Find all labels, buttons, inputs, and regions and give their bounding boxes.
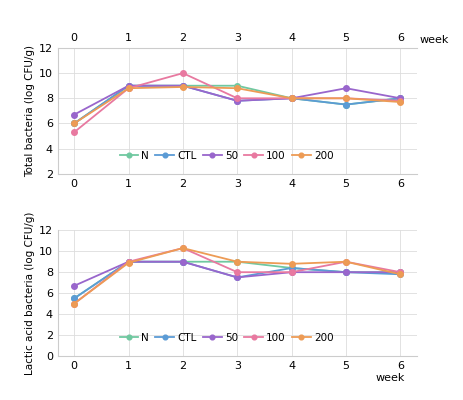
Line: CTL: CTL bbox=[71, 259, 403, 301]
N bbox=[343, 102, 349, 107]
200 bbox=[71, 121, 77, 126]
N bbox=[180, 259, 186, 264]
100 bbox=[71, 130, 77, 135]
Line: CTL: CTL bbox=[71, 83, 403, 126]
CTL bbox=[235, 275, 240, 280]
Line: 100: 100 bbox=[71, 245, 403, 306]
100 bbox=[398, 98, 403, 103]
CTL bbox=[289, 266, 294, 270]
100 bbox=[289, 96, 294, 101]
50 bbox=[398, 96, 403, 101]
N bbox=[180, 83, 186, 88]
200 bbox=[235, 86, 240, 91]
50 bbox=[343, 270, 349, 274]
CTL bbox=[126, 259, 131, 264]
Line: N: N bbox=[71, 83, 403, 126]
200 bbox=[398, 100, 403, 104]
200 bbox=[126, 86, 131, 91]
N bbox=[343, 270, 349, 274]
Y-axis label: Total bacteria (log CFU/g): Total bacteria (log CFU/g) bbox=[25, 45, 35, 177]
CTL bbox=[71, 121, 77, 126]
N bbox=[398, 96, 403, 101]
100 bbox=[289, 270, 294, 274]
200 bbox=[289, 262, 294, 266]
N bbox=[126, 259, 131, 264]
50 bbox=[289, 96, 294, 101]
CTL bbox=[343, 270, 349, 274]
CTL bbox=[71, 296, 77, 301]
N bbox=[71, 296, 77, 301]
100 bbox=[343, 259, 349, 264]
50 bbox=[289, 270, 294, 274]
Line: 200: 200 bbox=[71, 84, 403, 126]
100 bbox=[180, 71, 186, 76]
CTL bbox=[398, 96, 403, 101]
50 bbox=[180, 259, 186, 264]
Text: week: week bbox=[376, 373, 405, 383]
CTL bbox=[398, 272, 403, 277]
Line: 50: 50 bbox=[71, 83, 403, 118]
N bbox=[398, 270, 403, 274]
50 bbox=[398, 270, 403, 274]
CTL bbox=[235, 98, 240, 103]
CTL bbox=[289, 96, 294, 101]
CTL bbox=[126, 83, 131, 88]
100 bbox=[126, 86, 131, 91]
50 bbox=[126, 83, 131, 88]
50 bbox=[180, 83, 186, 88]
N bbox=[126, 83, 131, 88]
200 bbox=[235, 259, 240, 264]
100 bbox=[71, 301, 77, 306]
Legend: N, CTL, 50, 100, 200: N, CTL, 50, 100, 200 bbox=[115, 146, 338, 165]
CTL bbox=[180, 83, 186, 88]
100 bbox=[398, 270, 403, 274]
CTL bbox=[180, 259, 186, 264]
200 bbox=[289, 96, 294, 101]
200 bbox=[180, 84, 186, 89]
N bbox=[71, 121, 77, 126]
N bbox=[289, 96, 294, 101]
50 bbox=[71, 284, 77, 288]
Y-axis label: Lactic acid bacteria (log CFU/g): Lactic acid bacteria (log CFU/g) bbox=[25, 212, 35, 375]
50 bbox=[71, 112, 77, 117]
200 bbox=[180, 246, 186, 250]
200 bbox=[343, 96, 349, 101]
Line: 100: 100 bbox=[71, 70, 403, 135]
50 bbox=[235, 98, 240, 103]
200 bbox=[126, 260, 131, 265]
100 bbox=[126, 259, 131, 264]
50 bbox=[235, 275, 240, 280]
Legend: N, CTL, 50, 100, 200: N, CTL, 50, 100, 200 bbox=[115, 329, 338, 347]
N bbox=[235, 83, 240, 88]
200 bbox=[71, 301, 77, 306]
100 bbox=[343, 96, 349, 101]
CTL bbox=[343, 102, 349, 107]
50 bbox=[126, 259, 131, 264]
Line: 200: 200 bbox=[71, 245, 403, 306]
100 bbox=[180, 246, 186, 250]
Text: week: week bbox=[419, 35, 449, 45]
100 bbox=[235, 96, 240, 101]
50 bbox=[343, 86, 349, 91]
200 bbox=[398, 272, 403, 277]
100 bbox=[235, 270, 240, 274]
N bbox=[289, 266, 294, 270]
Line: N: N bbox=[71, 259, 403, 301]
200 bbox=[343, 259, 349, 264]
N bbox=[235, 259, 240, 264]
Line: 50: 50 bbox=[71, 259, 403, 288]
